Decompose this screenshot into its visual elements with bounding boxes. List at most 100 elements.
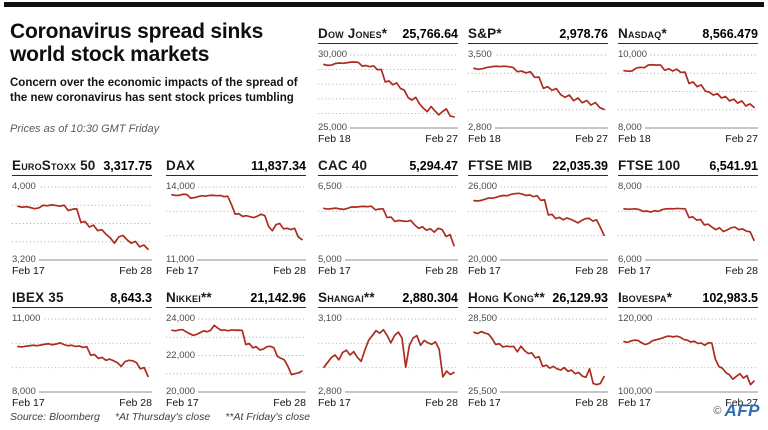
y-axis-bottom-label: 5,000	[318, 254, 345, 266]
index-value: 25,766.64	[402, 27, 458, 41]
y-axis-bottom-label: 25,000	[318, 122, 351, 134]
y-axis-top-label: 30,000	[318, 49, 351, 61]
x-axis-start-label: Feb 17	[318, 397, 351, 409]
index-name: CAC 40	[318, 158, 368, 173]
chart-ibovespa: Ibovespa* 102,983.5 120,000 100,000 Feb …	[618, 290, 758, 409]
index-name: EuroStoxx 50	[12, 158, 96, 173]
index-sparkline: 8,000 6,000	[618, 178, 758, 266]
index-value: 21,142.96	[250, 291, 306, 305]
index-name: Shangai**	[318, 290, 375, 305]
y-axis-top-label: 28,500	[468, 313, 501, 325]
masthead: Coronavirus spread sinks world stock mar…	[10, 20, 312, 135]
chart-hong-kong: Hong Kong** 26,129.93 28,500 25,500 Feb …	[468, 290, 608, 409]
footnote-friday: **At Friday's close	[225, 411, 311, 423]
y-axis-top-label: 6,500	[318, 181, 345, 193]
y-axis-bottom-label: 3,200	[12, 254, 39, 266]
x-axis-start-label: Feb 18	[468, 133, 501, 145]
page-subtitle: Concern over the economic impacts of the…	[10, 77, 298, 104]
x-axis-labels: Feb 17 Feb 27	[618, 397, 758, 409]
x-axis-end-label: Feb 28	[119, 397, 152, 409]
x-axis-start-label: Feb 17	[318, 265, 351, 277]
x-axis-end-label: Feb 28	[273, 265, 306, 277]
index-value: 6,541.91	[709, 159, 758, 173]
index-name: Nasdaq*	[618, 26, 667, 41]
index-chart-header: Nasdaq* 8,566.479	[618, 26, 758, 44]
x-axis-end-label: Feb 27	[425, 133, 458, 145]
x-axis-end-label: Feb 28	[575, 397, 608, 409]
source-note: Source: Bloomberg	[10, 411, 100, 423]
chart-eurostoxx-50: EuroStoxx 50 3,317.75 4,000 3,200 Feb 17…	[12, 158, 152, 277]
x-axis-labels: Feb 17 Feb 28	[468, 265, 608, 277]
y-axis-bottom-label: 11,000	[166, 254, 198, 266]
index-sparkline: 3,100 2,800	[318, 310, 458, 398]
x-axis-start-label: Feb 17	[166, 397, 199, 409]
index-chart-header: IBEX 35 8,643.3	[12, 290, 152, 308]
index-name: IBEX 35	[12, 290, 64, 305]
chart-dow-jones: Dow Jones* 25,766.64 30,000 25,000 Feb 1…	[318, 26, 458, 145]
x-axis-labels: Feb 17 Feb 28	[166, 265, 306, 277]
chart-ftse-100: FTSE 100 6,541.91 8,000 6,000 Feb 17 Feb…	[618, 158, 758, 277]
chart-cac-40: CAC 40 5,294.47 6,500 5,000 Feb 17 Feb 2…	[318, 158, 458, 277]
chart-nasdaq: Nasdaq* 8,566.479 10,000 8,000 Feb 18 Fe…	[618, 26, 758, 145]
afp-credit: © AFP	[713, 401, 760, 421]
index-sparkline: 14,000 11,000	[166, 178, 306, 266]
index-value: 26,129.93	[552, 291, 608, 305]
index-name: Nikkei**	[166, 290, 212, 305]
x-axis-start-label: Feb 17	[468, 265, 501, 277]
y-axis-top-label: 11,000	[12, 313, 44, 325]
chart-nikkei: Nikkei** 21,142.96 24,000 22,000 20,000 …	[166, 290, 306, 409]
index-chart-header: CAC 40 5,294.47	[318, 158, 458, 176]
x-axis-labels: Feb 17 Feb 28	[618, 265, 758, 277]
index-value: 102,983.5	[702, 291, 758, 305]
y-axis-bottom-label: 2,800	[318, 386, 345, 398]
x-axis-labels: Feb 18 Feb 27	[318, 133, 458, 145]
x-axis-end-label: Feb 28	[425, 265, 458, 277]
chart-shangai: Shangai** 2,880.304 3,100 2,800 Feb 17 F…	[318, 290, 458, 409]
index-value: 8,566.479	[702, 27, 758, 41]
x-axis-end-label: Feb 27	[725, 133, 758, 145]
x-axis-labels: Feb 17 Feb 28	[12, 397, 152, 409]
y-axis-bottom-label: 6,000	[618, 254, 645, 266]
chart-ftse-mib: FTSE MIB 22,035.39 26,000 20,000 Feb 17 …	[468, 158, 608, 277]
index-value: 3,317.75	[103, 159, 152, 173]
y-axis-bottom-label: 2,800	[468, 122, 495, 134]
x-axis-end-label: Feb 28	[725, 265, 758, 277]
y-axis-bottom-label: 8,000	[12, 386, 39, 398]
y-axis-bottom-label: 20,000	[468, 254, 501, 266]
index-chart-header: Ibovespa* 102,983.5	[618, 290, 758, 308]
y-axis-bottom-label: 100,000	[618, 386, 656, 398]
y-axis-bottom-label: 20,000	[166, 386, 199, 398]
index-sparkline: 24,000 22,000 20,000	[166, 310, 306, 398]
y-axis-bottom-label: 25,500	[468, 386, 501, 398]
index-chart-header: FTSE 100 6,541.91	[618, 158, 758, 176]
y-axis-top-label: 4,000	[12, 181, 39, 193]
x-axis-labels: Feb 18 Feb 27	[618, 133, 758, 145]
index-name: FTSE 100	[618, 158, 681, 173]
top-rule-bar	[4, 2, 764, 7]
y-axis-top-label: 3,500	[468, 49, 495, 61]
index-value: 2,978.76	[559, 27, 608, 41]
x-axis-end-label: Feb 27	[575, 133, 608, 145]
y-axis-top-label: 3,100	[318, 313, 345, 325]
index-sparkline: 10,000 8,000	[618, 46, 758, 134]
index-value: 11,837.34	[251, 159, 306, 173]
x-axis-labels: Feb 17 Feb 28	[318, 265, 458, 277]
afp-logo: AFP	[724, 401, 760, 420]
x-axis-start-label: Feb 17	[166, 265, 199, 277]
index-chart-header: FTSE MIB 22,035.39	[468, 158, 608, 176]
chart-dax: DAX 11,837.34 14,000 11,000 Feb 17 Feb 2…	[166, 158, 306, 277]
index-value: 22,035.39	[552, 159, 608, 173]
index-sparkline: 4,000 3,200	[12, 178, 152, 266]
y-axis-mid-label: 22,000	[166, 349, 199, 362]
dateline: Prices as of 10:30 GMT Friday	[10, 122, 160, 135]
index-value: 8,643.3	[110, 291, 152, 305]
x-axis-labels: Feb 17 Feb 28	[12, 265, 152, 277]
x-axis-start-label: Feb 17	[618, 397, 651, 409]
x-axis-end-label: Feb 28	[425, 397, 458, 409]
copyright-icon: ©	[713, 405, 722, 417]
x-axis-start-label: Feb 17	[468, 397, 501, 409]
x-axis-start-label: Feb 17	[12, 265, 45, 277]
index-sparkline: 30,000 25,000	[318, 46, 458, 134]
y-axis-top-label: 24,000	[166, 313, 199, 325]
